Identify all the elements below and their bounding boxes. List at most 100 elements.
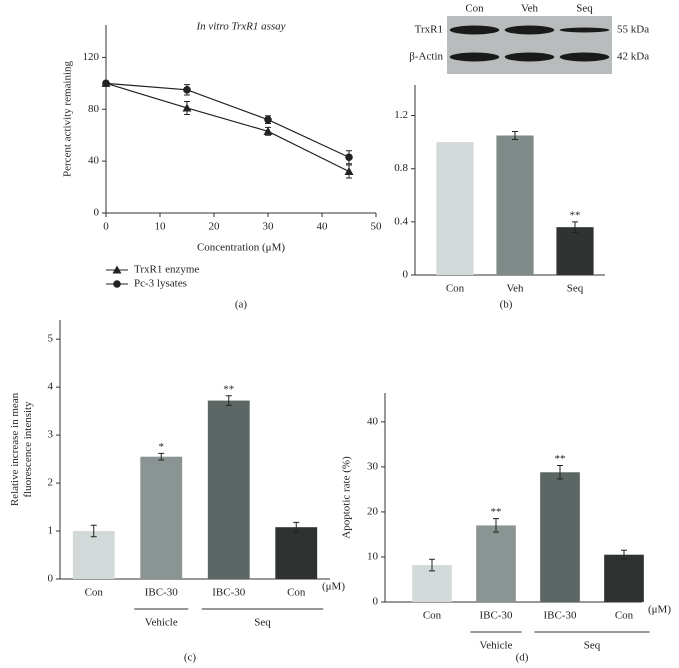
y-tick-label: 0: [48, 573, 54, 585]
x-tick-label: IBC-30: [145, 587, 179, 599]
x-tick-label: 50: [371, 221, 383, 233]
marker: [264, 115, 272, 124]
error-bar: [158, 452, 165, 461]
x-tick-label: 20: [209, 221, 221, 233]
legend-label: Pc-3 lysates: [134, 278, 187, 290]
row-label: TrxR1: [415, 24, 443, 36]
y-tick-label: 40: [367, 415, 379, 427]
chart-title: In vitro TrxR1 assay: [195, 21, 285, 33]
y-tick-label: 0.8: [394, 162, 408, 174]
y-tick-label: 2: [48, 477, 54, 489]
bar: [540, 472, 580, 602]
bar: [556, 227, 594, 275]
bar: [72, 531, 115, 579]
y-axis-label: Apoptotic rate (%): [341, 456, 353, 539]
row-label: β-Actin: [409, 51, 443, 63]
x-unit: (μM): [648, 604, 671, 616]
y-tick-label: 1: [48, 525, 54, 537]
group-label: Vehicle: [145, 617, 178, 629]
y-axis-label: Relative increase in mean: [9, 392, 21, 506]
panel-label: (c): [184, 652, 197, 664]
y-tick-label: 4: [48, 381, 54, 393]
error-bar: [557, 465, 563, 480]
error-bar: [621, 549, 627, 560]
y-tick-label: 0.4: [394, 215, 408, 227]
marker: [345, 153, 353, 162]
y-tick-label: 0: [94, 207, 100, 219]
annotation: *: [159, 441, 165, 453]
band: [504, 25, 555, 35]
x-tick-label: Con: [423, 610, 442, 622]
y-axis-label: fluorescence intensity: [22, 401, 34, 498]
line: [105, 82, 350, 158]
marker: [182, 103, 192, 112]
annotation: **: [491, 506, 502, 518]
y-tick-label: 30: [367, 460, 379, 472]
x-tick-label: Con: [615, 610, 634, 622]
marker: [263, 126, 273, 135]
error-bar: [293, 521, 300, 533]
y-tick-label: 0: [403, 269, 409, 281]
band: [449, 25, 500, 35]
x-tick-label: 10: [155, 221, 167, 233]
band: [559, 52, 610, 62]
bar: [604, 554, 644, 602]
band: [449, 52, 500, 62]
bar: [496, 135, 534, 275]
group-label: Vehicle: [480, 640, 513, 652]
y-tick-label: 5: [48, 333, 54, 345]
marker: [102, 79, 110, 88]
x-tick-label: IBC-30: [544, 610, 578, 622]
blot: [447, 16, 612, 74]
line: [105, 82, 350, 173]
lane-label: Seq: [576, 3, 593, 15]
y-tick-label: 3: [48, 429, 54, 441]
x-tick-label: Con: [446, 283, 465, 295]
y-tick-label: 80: [88, 103, 100, 115]
error-bar: [90, 524, 97, 538]
panel-label: (b): [500, 299, 513, 311]
y-axis-label: Percent activity remaining: [62, 60, 74, 177]
x-unit: (μM): [322, 581, 345, 593]
band: [559, 27, 610, 33]
x-axis-label: Concentration (μM): [197, 242, 285, 254]
bar: [207, 400, 250, 579]
bar: [436, 142, 474, 275]
y-tick-label: 20: [367, 505, 379, 517]
size-label: 42 kDa: [617, 51, 649, 63]
marker: [344, 167, 354, 176]
x-tick-label: 0: [103, 221, 109, 233]
bar: [140, 456, 183, 579]
y-tick-label: 120: [83, 51, 100, 63]
error-bar: [225, 395, 232, 406]
lane-label: Con: [465, 3, 484, 15]
lane-label: Veh: [521, 3, 539, 15]
annotation: **: [555, 453, 566, 465]
x-tick-label: 30: [263, 221, 275, 233]
y-tick-label: 0: [373, 596, 379, 608]
annotation: **: [223, 383, 234, 395]
marker: [183, 86, 191, 94]
band: [504, 52, 555, 62]
annotation: **: [570, 209, 581, 221]
marker: [112, 265, 122, 274]
error-bar: [429, 558, 435, 572]
x-tick-label: 40: [317, 221, 329, 233]
x-tick-label: Con: [287, 587, 306, 599]
size-label: 55 kDa: [617, 24, 649, 36]
error-bar: [572, 221, 578, 233]
x-tick-label: IBC-30: [212, 587, 246, 599]
y-tick-label: 1.2: [394, 109, 408, 121]
x-tick-label: Veh: [506, 283, 524, 295]
x-tick-label: IBC-30: [480, 610, 514, 622]
panel-label: (d): [516, 652, 529, 664]
x-tick-label: Seq: [567, 283, 584, 295]
bar: [476, 525, 516, 602]
marker: [113, 280, 121, 288]
bar: [275, 527, 318, 579]
group-label: Seq: [254, 617, 271, 629]
panel-label: (a): [235, 299, 248, 311]
y-tick-label: 10: [367, 550, 379, 562]
y-tick-label: 40: [88, 155, 100, 167]
